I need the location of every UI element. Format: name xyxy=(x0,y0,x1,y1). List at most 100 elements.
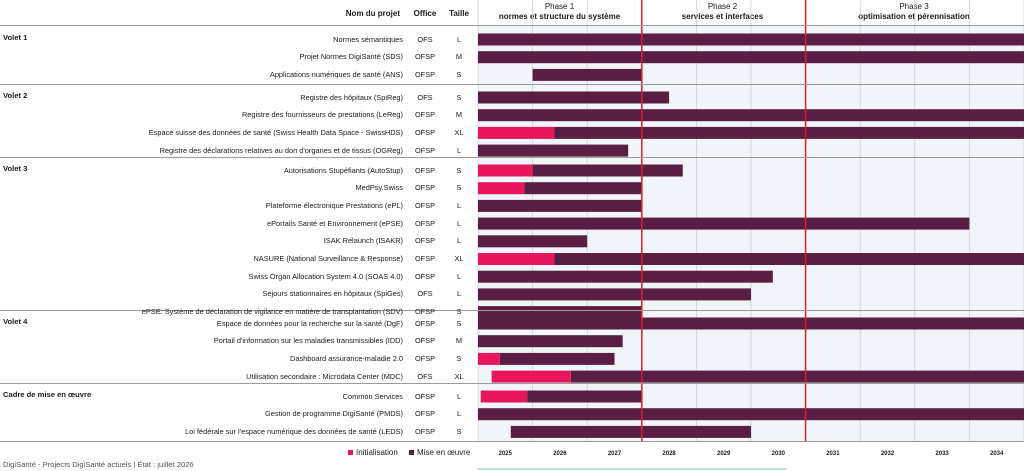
group-separator xyxy=(0,310,1024,311)
project-name: ePSE: Système de déclaration de vigilanc… xyxy=(141,307,403,317)
project-size: M xyxy=(455,52,463,62)
project-office: OFSP xyxy=(414,318,436,328)
bar-mise-en-oeuvre xyxy=(478,235,588,248)
bar-initialisation xyxy=(491,370,571,383)
project-office: OFSP xyxy=(414,165,436,175)
project-office: OFSP xyxy=(414,409,436,419)
x-tick-label: 2029 xyxy=(717,451,731,457)
project-size: M xyxy=(455,110,463,120)
group-title: Volet 3 xyxy=(3,164,28,173)
bar-mise-en-oeuvre xyxy=(478,109,1024,122)
group-separator xyxy=(0,84,1024,85)
group-separator xyxy=(0,441,1024,442)
group-separator xyxy=(0,157,1024,158)
bar-mise-en-oeuvre xyxy=(510,425,751,438)
project-name: NASURE (National Surveillance & Response… xyxy=(253,254,403,263)
project-name: Portail d'information sur les maladies t… xyxy=(213,336,403,346)
project-size: XL xyxy=(454,254,464,263)
project-name: Séjours stationnaires en hôpitaux (SpiGe… xyxy=(262,289,404,299)
x-tick-label: 2034 xyxy=(990,451,1004,457)
project-name: Loi fédérale sur l'espace numérique des … xyxy=(185,426,403,436)
project-size: L xyxy=(456,409,462,419)
x-tick-label: 2028 xyxy=(662,451,676,457)
project-size: S xyxy=(456,426,462,436)
bar-initialisation xyxy=(478,182,525,195)
column-header-name: Nom du projet xyxy=(345,9,400,18)
project-office: OFSP xyxy=(414,145,436,155)
bar-mise-en-oeuvre xyxy=(478,408,1024,421)
phase-1-label: Phase 1 xyxy=(544,2,575,11)
project-name: Registre des déclarations relatives au d… xyxy=(159,145,403,155)
bar-initialisation xyxy=(478,253,555,265)
legend-label-impl: Mise en œuvre xyxy=(417,448,471,457)
column-header-office: Office xyxy=(413,9,437,18)
phase-3-label: Phase 3 xyxy=(899,2,929,11)
project-size: S xyxy=(456,69,462,79)
project-size: S xyxy=(456,165,462,175)
horizontal-scrollbar[interactable] xyxy=(478,468,786,470)
project-size: L xyxy=(456,145,462,155)
project-size: L xyxy=(456,200,462,210)
project-office: OFSP xyxy=(414,69,436,79)
project-size: L xyxy=(456,391,462,401)
bar-mise-en-oeuvre xyxy=(478,199,642,212)
x-tick-label: 2030 xyxy=(771,451,785,457)
bar-mise-en-oeuvre xyxy=(478,317,1024,330)
x-tick-label: 2032 xyxy=(880,451,895,457)
project-office: OFSP xyxy=(414,127,436,137)
bar-mise-en-oeuvre xyxy=(478,51,1024,64)
group-title: Volet 2 xyxy=(3,91,28,100)
x-tick-label: 2027 xyxy=(607,451,622,457)
phase-1-header: Phase 1 normes et structure du système xyxy=(478,2,641,22)
project-office: OFS xyxy=(417,92,433,102)
project-size: L xyxy=(456,34,462,44)
bar-initialisation xyxy=(480,390,528,403)
project-size: L xyxy=(456,236,462,246)
project-size: S xyxy=(456,318,462,328)
project-office: OFSP xyxy=(414,426,436,436)
group-separator xyxy=(0,383,1024,384)
bar-mise-en-oeuvre xyxy=(527,390,642,403)
project-office: OFSP xyxy=(414,307,436,317)
project-name: Espace de données pour la recherche sur … xyxy=(216,318,403,328)
bar-mise-en-oeuvre xyxy=(532,164,683,177)
bar-initialisation xyxy=(478,352,500,365)
project-office: OFSP xyxy=(414,183,436,193)
group-title: Cadre de mise en œuvre xyxy=(3,390,92,399)
project-size: S xyxy=(456,307,462,317)
x-tick-label: 2026 xyxy=(553,451,567,457)
project-name: Common Services xyxy=(342,391,403,401)
project-size: S xyxy=(456,92,462,102)
bar-mise-en-oeuvre xyxy=(554,253,1024,265)
project-office: OFSP xyxy=(414,271,436,281)
phase-2-subtitle: services et interfaces xyxy=(681,12,764,21)
project-office: OFS xyxy=(417,34,433,44)
project-size: L xyxy=(456,271,462,281)
bar-mise-en-oeuvre xyxy=(478,33,1024,46)
project-name: Espace suisse des données de santé (Swis… xyxy=(148,127,403,137)
project-name: ePortails Santé et Environnement (ePSE) xyxy=(267,218,403,228)
project-size: M xyxy=(455,336,463,346)
project-office: OFSP xyxy=(414,218,436,228)
bar-mise-en-oeuvre xyxy=(478,306,642,319)
bar-mise-en-oeuvre xyxy=(478,335,623,348)
project-size: L xyxy=(456,289,462,299)
column-header-size: Taille xyxy=(449,9,469,18)
project-size: L xyxy=(456,218,462,228)
project-office: OFSP xyxy=(414,254,436,263)
project-name: Registre des hôpitaux (SpiReg) xyxy=(300,92,403,102)
project-office: OFSP xyxy=(414,336,436,346)
project-name: ISAK Relaunch (ISAKR) xyxy=(323,236,403,246)
legend-mise-en-oeuvre: Mise en œuvre xyxy=(409,448,470,457)
project-name: Gestion de programme DigiSanté (PMDS) xyxy=(264,409,403,419)
project-office: OFS xyxy=(417,371,433,381)
bar-initialisation xyxy=(478,164,533,177)
bar-mise-en-oeuvre xyxy=(524,182,642,195)
project-name: Autorisations Stupéfiants (AutoStup) xyxy=(283,165,403,175)
project-name: Plateforme électronique Prestations (ePL… xyxy=(265,200,403,210)
group-separator xyxy=(0,25,1024,26)
group-title: Volet 4 xyxy=(3,317,28,326)
project-name: Utilisation secondaire : Microdata Cente… xyxy=(246,371,403,381)
project-size: S xyxy=(456,183,462,193)
bar-mise-en-oeuvre xyxy=(532,68,642,81)
